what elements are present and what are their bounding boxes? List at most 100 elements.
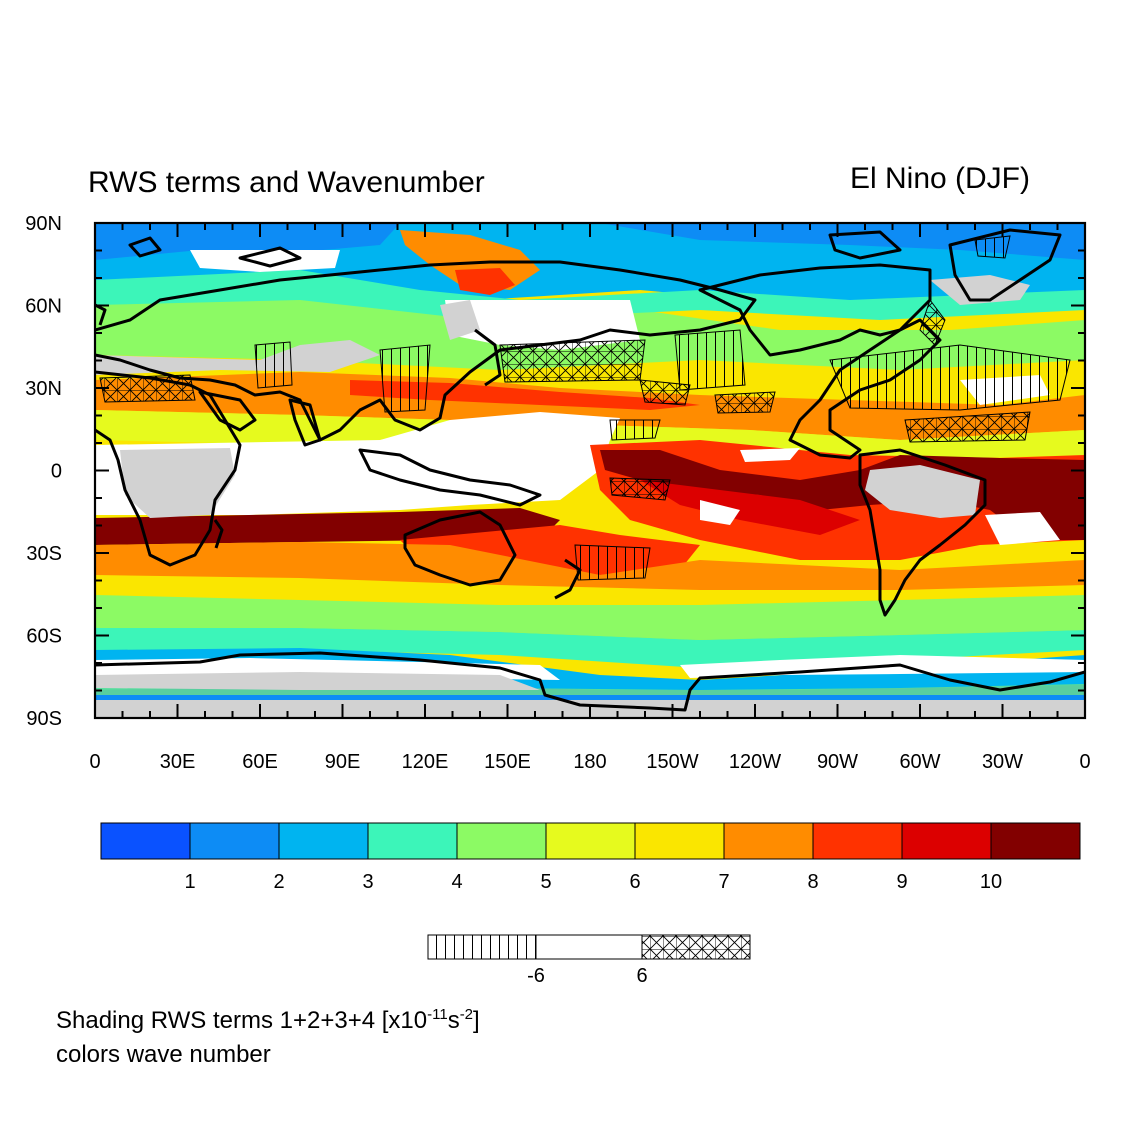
coast-uk	[95, 303, 107, 326]
missing-tibet-grey	[95, 340, 380, 375]
coast-samerica	[858, 448, 987, 617]
plot-title-left: RWS terms and Wavenumber	[88, 166, 485, 199]
pattern-bar-label-pos: 6	[636, 965, 647, 987]
caption: Shading RWS terms 1+2+3+4 [x10-11s-2] co…	[56, 998, 480, 1072]
coast-arabia	[198, 390, 257, 432]
arctic-warm-core	[455, 268, 515, 295]
caption-line-1-sup2: -2	[459, 1006, 474, 1023]
color-bar-swatch	[634, 822, 725, 860]
color-bar-label: 6	[629, 871, 640, 893]
sh-orange-band	[95, 542, 1085, 590]
lat-tick-label: 90N	[25, 213, 62, 235]
coast-nz	[554, 558, 582, 600]
trop-missing-indian	[95, 412, 620, 515]
rws-cross-hatch-regions	[99, 298, 1031, 501]
color-bar-swatch	[812, 822, 903, 860]
missing-pac-white-2	[740, 448, 800, 462]
missing-antarctic-grey-2	[95, 672, 540, 690]
pattern-bar-seg-pos	[641, 934, 751, 960]
missing-pac-white	[700, 500, 740, 525]
pattern-bar-label-neg: -6	[527, 965, 545, 987]
lat-tick-label: 60S	[26, 626, 62, 648]
coast-antarctica	[95, 651, 1085, 712]
color-bar-labels: 1 2 3 4 5 6 7 8 9 10	[184, 871, 1002, 893]
lat-tick-label: 30N	[25, 378, 62, 400]
missing-africa-grey	[120, 448, 235, 518]
caption-line-1-mid: s	[447, 1007, 460, 1034]
color-bar-label: 5	[540, 871, 551, 893]
color-bar	[100, 822, 1081, 860]
coast-greenland	[948, 228, 1062, 302]
lon-tick-label: 30E	[160, 751, 196, 773]
lon-tick-label: 120W	[729, 751, 781, 773]
color-bar-label: 2	[273, 871, 284, 893]
lon-tick-label: 150W	[646, 751, 698, 773]
color-bar-swatch	[456, 822, 547, 860]
caption-line-2: colors wave number	[56, 1041, 271, 1068]
caption-line-1-sup1: -11	[427, 1006, 448, 1023]
pattern-bar: -6 6	[427, 934, 751, 987]
coast-svalbard	[128, 236, 162, 258]
color-bar-label: 1	[184, 871, 195, 893]
color-bar-swatch	[723, 822, 814, 860]
color-bar-label: 3	[362, 871, 373, 893]
color-bar-swatch	[901, 822, 992, 860]
caption-line-1-end: ]	[473, 1007, 480, 1034]
missing-asia-grey	[440, 300, 480, 340]
color-bar-label: 8	[807, 871, 818, 893]
caption-line-1: Shading RWS terms 1+2+3+4 [x10-11s-2]	[56, 998, 480, 1038]
lon-tick-label: 90W	[817, 751, 858, 773]
band-nh-teal	[95, 270, 1085, 320]
lon-tick-label: 90E	[325, 751, 361, 773]
lat-tick-label: 0	[51, 461, 62, 483]
color-bar-swatch	[278, 822, 369, 860]
color-bar-swatch	[367, 822, 458, 860]
rws-vertical-hatch-regions	[254, 235, 1071, 581]
antarctic-green-strip	[95, 683, 1085, 695]
lon-tick-label: 180	[573, 751, 606, 773]
missing-samerica-grey	[865, 465, 980, 518]
missing-atl-white	[985, 512, 1060, 545]
nh-jet-red	[350, 380, 700, 410]
lat-tick-label: 30S	[26, 543, 62, 565]
lat-tick-label: 90S	[26, 708, 62, 730]
coast-canadian-arctic	[828, 230, 902, 260]
color-bar-swatch	[545, 822, 636, 860]
color-bar-label: 10	[980, 871, 1002, 893]
map-field	[95, 223, 1085, 718]
color-bar-swatch	[990, 822, 1081, 860]
lon-tick-label: 0	[89, 751, 100, 773]
plot-title-right: El Nino (DJF)	[850, 162, 1030, 195]
lat-tick-label: 60N	[25, 296, 62, 318]
caption-line-1-text: Shading RWS terms 1+2+3+4 [x10	[56, 1007, 428, 1034]
pattern-bar-seg-mid	[535, 934, 643, 960]
missing-greenland-grey	[930, 275, 1030, 305]
epac-darkred	[640, 480, 860, 535]
coast-indonesia	[358, 448, 542, 507]
axis-ticks	[94, 222, 1086, 719]
lon-tick-label: 60E	[242, 751, 278, 773]
coastlines	[95, 228, 1085, 712]
coast-eurasia	[95, 260, 757, 442]
color-bar-label: 9	[896, 871, 907, 893]
coast-australia	[403, 510, 517, 587]
lon-tick-label: 0	[1079, 751, 1090, 773]
coast-madagascar	[213, 519, 224, 549]
coast-arctic-islands	[238, 246, 302, 268]
coast-japan	[474, 328, 502, 387]
color-bar-label: 7	[718, 871, 729, 893]
lon-tick-label: 60W	[899, 751, 940, 773]
color-bar-label: 4	[451, 871, 462, 893]
coast-namerica	[698, 263, 942, 460]
lon-tick-label: 150E	[484, 751, 531, 773]
band-arctic-dark	[95, 223, 400, 260]
color-bar-swatch	[100, 822, 191, 860]
missing-arctic-white-1	[190, 250, 340, 272]
sh-green-band	[95, 595, 1085, 640]
pattern-bar-seg-neg	[427, 934, 537, 960]
lon-tick-label: 30W	[982, 751, 1023, 773]
coast-india	[288, 398, 322, 447]
axis-tick-labels: 0 30E 60E 90E 120E 150E 180 150W 120W 90W 60W 30W 0 9…	[25, 213, 1090, 773]
color-bar-swatch	[189, 822, 280, 860]
